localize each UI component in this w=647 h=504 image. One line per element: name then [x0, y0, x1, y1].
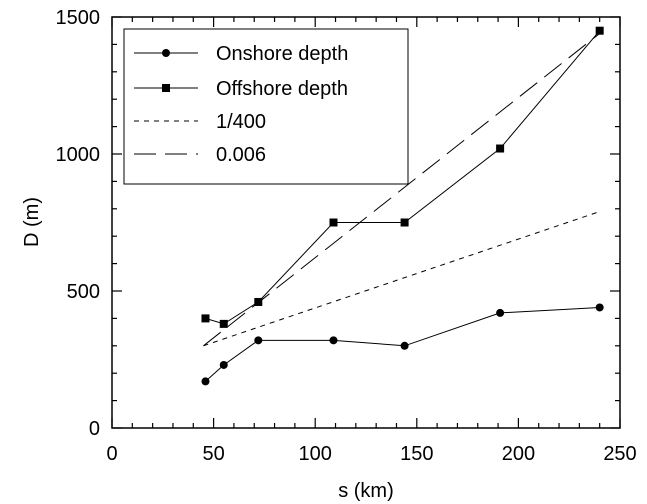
- series-line: [203, 211, 600, 347]
- data-point-circle: [162, 49, 170, 57]
- data-point-circle: [201, 377, 210, 386]
- data-point-square: [201, 314, 210, 323]
- series-line: [203, 33, 600, 347]
- plot-frame: [111, 16, 621, 429]
- x-tick-label: 100: [299, 443, 332, 465]
- data-point-square: [496, 144, 505, 153]
- legend-label: Onshore depth: [216, 43, 348, 65]
- data-point-circle: [254, 336, 263, 345]
- legend-entry: Offshore depth: [134, 78, 348, 100]
- axis-ticks: [111, 16, 621, 429]
- series-1: [201, 26, 604, 328]
- y-tick-label: 1500: [56, 7, 101, 29]
- x-tick-label: 200: [502, 443, 535, 465]
- data-point-circle: [329, 336, 338, 345]
- x-tick-label: 150: [400, 443, 433, 465]
- x-tick-labels: 0 50 100 150 200 250: [106, 443, 636, 465]
- series-2: [203, 211, 600, 347]
- x-tick-label: 0: [106, 443, 117, 465]
- data-point-square: [162, 84, 170, 92]
- data-point-square: [595, 26, 604, 35]
- y-tick-label: 1000: [56, 144, 101, 166]
- legend-label: Offshore depth: [216, 78, 348, 100]
- legend-label: 0.006: [216, 144, 266, 166]
- y-tick-label: 0: [89, 418, 100, 440]
- series-3: [203, 33, 600, 347]
- data-point-circle: [496, 308, 505, 317]
- x-axis-title: s (km): [338, 480, 394, 502]
- y-tick-labels: 0 500 1000 1500: [56, 7, 101, 440]
- legend-label: 1/400: [216, 111, 266, 133]
- x-tick-label: 250: [603, 443, 636, 465]
- x-tick-label: 50: [202, 443, 224, 465]
- data-point-circle: [595, 303, 604, 312]
- y-axis-title: D (m): [21, 197, 43, 247]
- data-point-circle: [400, 341, 409, 350]
- legend-entry: Onshore depth: [134, 43, 348, 65]
- legend: Onshore depth Offshore depth 1/400 0.006: [123, 28, 409, 185]
- series-layer: [201, 26, 604, 386]
- series-0: [201, 303, 604, 386]
- data-point-square: [400, 218, 409, 227]
- y-tick-label: 500: [67, 281, 100, 303]
- legend-entry: 1/400: [134, 111, 266, 133]
- legend-box: [123, 28, 409, 185]
- legend-entry: 0.006: [134, 144, 266, 166]
- data-point-circle: [219, 360, 228, 369]
- data-point-square: [219, 319, 228, 328]
- data-point-square: [329, 218, 338, 227]
